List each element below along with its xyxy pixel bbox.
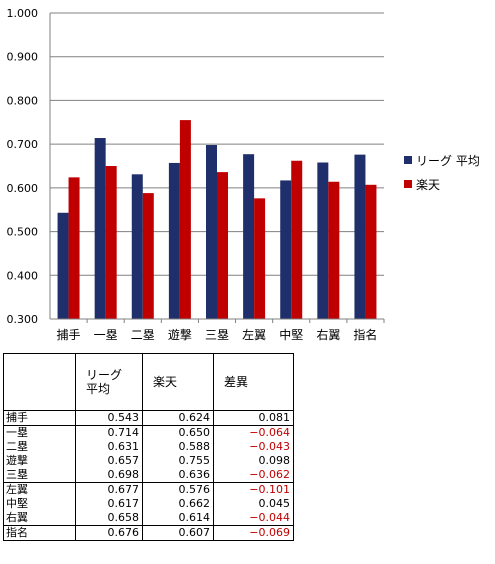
difference-cell: −0.064 [213,425,294,440]
bar-rakuten [68,177,80,319]
rakuten-cell: 0.755 [142,454,214,468]
chart-legend: リーグ 平均 楽天 [404,151,480,199]
legend-label-league-average: リーグ 平均 [416,153,480,168]
y-tick-label: 1.000 [7,7,39,20]
difference-cell: 0.045 [213,497,294,511]
header-cell-rakuten: 楽天 [142,353,214,411]
bar-league-average [57,212,69,319]
league-average-cell: 0.698 [75,468,143,483]
bar-rakuten [291,160,303,319]
rakuten-cell: 0.588 [142,440,214,454]
x-tick-label: 左翼 [242,327,266,342]
bar-chart: 0.300 0.400 0.500 0.600 0.700 0.800 0.900 1.000… [7,7,385,342]
rakuten-cell: 0.650 [142,425,214,440]
bar-league-average [354,154,366,319]
legend-item-rakuten: 楽天 [404,175,480,193]
bar-league-average [243,154,255,319]
header-cell-league-average: リーグ 平均 [75,353,143,411]
table-row: 右翼 0.658 0.614 −0.044 [3,511,294,526]
bar-league-average [168,162,180,319]
league-average-cell: 0.676 [75,525,143,541]
x-tick-label: 二塁 [131,328,155,342]
bar-rakuten [254,198,266,319]
difference-cell: −0.101 [213,482,294,497]
league-average-cell: 0.617 [75,497,143,511]
rakuten-cell: 0.607 [142,525,214,541]
table-row: 中堅 0.617 0.662 0.045 [3,497,294,511]
y-tick-label: 0.700 [7,138,39,151]
y-axis-tick-labels: 0.300 0.400 0.500 0.600 0.700 0.800 0.900 1.000 [7,7,39,326]
table-row: 遊撃 0.657 0.755 0.098 [3,454,294,468]
x-tick-label: 中堅 [279,327,303,342]
rakuten-cell: 0.624 [142,410,214,426]
rakuten-cell: 0.576 [142,482,214,497]
bar-league-average [280,180,292,319]
x-tick-label: 三塁 [205,328,229,342]
bar-rakuten [179,120,191,319]
rakuten-cell: 0.662 [142,497,214,511]
league-average-cell: 0.631 [75,440,143,454]
difference-cell: −0.069 [213,525,294,541]
bar-rakuten [217,172,228,319]
y-tick-label: 0.300 [7,313,39,326]
x-tick-label: 右翼 [316,327,340,342]
bar-league-average [131,174,143,319]
legend-swatch-rakuten [404,180,412,188]
legend-item-league-average: リーグ 平均 [404,151,480,169]
position-cell: 左翼 [3,482,76,497]
header-cell-blank [3,353,76,411]
position-cell: 二塁 [3,440,76,454]
bar-rakuten [328,181,340,319]
bar-league-average [206,145,217,319]
x-tick-label: 遊撃 [168,327,192,342]
rakuten-cell: 0.614 [142,511,214,526]
position-cell: 三塁 [3,468,76,483]
league-average-cell: 0.657 [75,454,143,468]
bar-rakuten [142,193,154,319]
y-tick-label: 0.600 [7,182,39,195]
y-tick-label: 0.400 [7,269,39,282]
x-tick-label: 捕手 [57,327,81,342]
league-average-cell: 0.677 [75,482,143,497]
position-cell: 遊撃 [3,454,76,468]
league-average-cell: 0.543 [75,410,143,426]
x-tick-label: 一塁 [94,328,118,342]
position-cell: 中堅 [3,497,76,511]
table-row: 左翼 0.677 0.576 −0.101 [3,482,294,497]
header-cell-difference: 差異 [213,353,294,411]
position-cell: 捕手 [3,410,76,426]
rakuten-cell: 0.636 [142,468,214,483]
x-tick-label: 指名 [353,327,377,342]
league-average-cell: 0.714 [75,425,143,440]
table-row: 一塁 0.714 0.650 −0.064 [3,425,294,440]
position-cell: 一塁 [3,425,76,440]
difference-cell: −0.043 [213,440,294,454]
position-cell: 右翼 [3,511,76,526]
bar-league-average [317,162,329,319]
bar-rakuten [105,166,117,319]
position-cell: 指名 [3,525,76,541]
legend-label-rakuten: 楽天 [416,177,441,192]
bar-rakuten [365,184,377,319]
y-tick-label: 0.900 [7,51,39,64]
table-row: 二塁 0.631 0.588 −0.043 [3,440,294,454]
bar-series [57,120,377,319]
table-row: 指名 0.676 0.607 −0.069 [3,525,294,541]
table-row: 捕手 0.543 0.624 0.081 [3,410,294,426]
bar-league-average [94,138,106,319]
difference-cell: 0.081 [213,410,294,426]
difference-cell: −0.062 [213,468,294,483]
difference-cell: 0.098 [213,454,294,468]
comparison-table-body: リーグ 平均 楽天 差異 捕手 0.543 0.624 0.081 一塁 0.714 0.6… [3,353,294,541]
x-axis-tick-labels: 捕手 一塁 二塁 遊撃 三塁 左翼 中堅 右翼 指名 [57,319,385,342]
league-average-cell: 0.658 [75,511,143,526]
y-tick-label: 0.800 [7,94,39,107]
y-tick-label: 0.500 [7,226,39,239]
table-row: 三塁 0.698 0.636 −0.062 [3,468,294,483]
table-header-row: リーグ 平均 楽天 差異 [3,353,294,411]
difference-cell: −0.044 [213,511,294,526]
legend-swatch-league-average [404,156,412,164]
comparison-table: リーグ 平均 楽天 差異 捕手 0.543 0.624 0.081 一塁 0.714 0.6… [3,353,294,541]
